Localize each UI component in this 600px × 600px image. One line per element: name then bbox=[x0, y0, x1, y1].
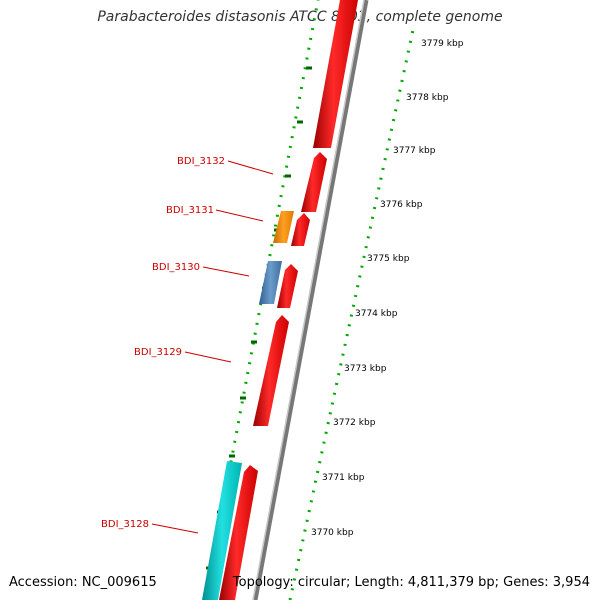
scale-tick-3777: 3777 kbp bbox=[393, 146, 436, 156]
scale-tick-3771: 3771 kbp bbox=[322, 473, 365, 483]
outer-dotted-ring bbox=[288, 29, 415, 600]
scale-tick-3778: 3778 kbp bbox=[406, 93, 449, 103]
gene-label-bdi-3132: BDI_3132 bbox=[177, 156, 225, 167]
gene-label-bdi-3128: BDI_3128 bbox=[101, 519, 149, 530]
genome-summary-text: Topology: circular; Length: 4,811,379 bp… bbox=[232, 575, 590, 590]
gene-bdi-3128 bbox=[202, 461, 242, 600]
gene-leader-lines bbox=[151, 160, 274, 534]
gene-forward-2 bbox=[301, 152, 327, 212]
gene-label-bdi-3131: BDI_3131 bbox=[166, 205, 214, 216]
scale-tick-3776: 3776 kbp bbox=[380, 200, 423, 210]
gene-label-bdi-3130: BDI_3130 bbox=[152, 262, 200, 273]
scale-tick-3774: 3774 kbp bbox=[355, 309, 398, 319]
scale-tick-3779: 3779 kbp bbox=[421, 39, 464, 49]
gene-forward-5 bbox=[253, 315, 289, 426]
accession-text: Accession: NC_009615 bbox=[9, 575, 157, 590]
gene-forward-4 bbox=[277, 264, 298, 308]
map-title: Parabacteroides distasonis ATCC 8503, co… bbox=[97, 9, 503, 25]
gene-forward-1 bbox=[313, 0, 358, 148]
scale-tick-3775: 3775 kbp bbox=[367, 254, 410, 264]
scale-tick-3770: 3770 kbp bbox=[311, 528, 354, 538]
scale-tick-3772: 3772 kbp bbox=[333, 418, 376, 428]
genome-backbone-highlight bbox=[252, 0, 365, 600]
gene-forward-6 bbox=[219, 465, 258, 600]
gene-forward-3 bbox=[291, 213, 310, 246]
scale-tick-3773: 3773 kbp bbox=[344, 364, 387, 374]
gene-bdi-3131 bbox=[273, 211, 294, 243]
gene-label-bdi-3129: BDI_3129 bbox=[134, 347, 182, 358]
genome-backbone bbox=[252, 0, 369, 600]
gene-bdi-3130 bbox=[259, 261, 282, 304]
